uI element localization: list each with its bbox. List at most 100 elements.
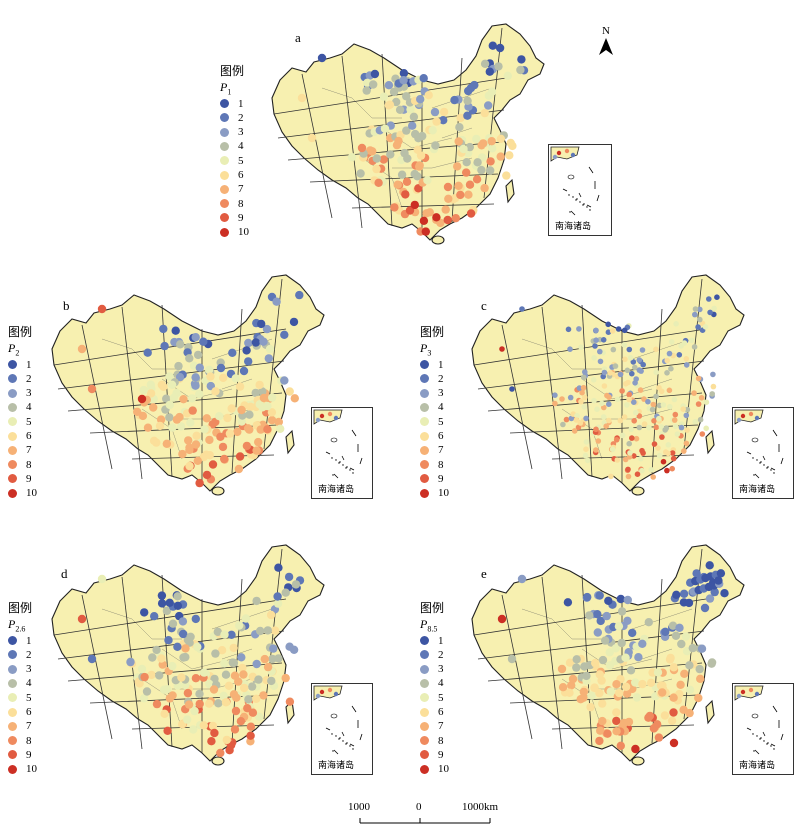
station-point (231, 706, 241, 716)
legend-title-a: 图例 (220, 64, 245, 78)
station-point (168, 691, 177, 700)
station-point (401, 190, 410, 199)
station-point (671, 396, 678, 403)
station-point (626, 440, 632, 447)
station-point (416, 95, 425, 104)
station-point (399, 76, 408, 85)
station-point (251, 338, 261, 347)
station-point (466, 209, 476, 218)
legend-value-label: 3 (438, 387, 444, 400)
legend-row: 3 (420, 386, 449, 400)
inset-map-c: 南海诸岛 (732, 407, 794, 499)
station-point (567, 394, 574, 401)
station-point (202, 470, 212, 480)
legend-value-label: 7 (26, 444, 32, 457)
inset-islands-b (313, 409, 363, 479)
station-point (472, 175, 482, 184)
station-point (509, 386, 515, 392)
station-point (259, 393, 269, 403)
station-point (710, 587, 719, 597)
legend-row: 6 (8, 705, 37, 719)
graticule-line (67, 392, 283, 412)
station-point (697, 306, 703, 313)
station-point (160, 709, 169, 718)
station-point (578, 344, 584, 350)
station-point (244, 357, 253, 366)
inset-reef-dot (756, 459, 758, 461)
station-point (472, 134, 481, 144)
inset-island-shape (751, 713, 759, 719)
station-point (695, 664, 704, 674)
station-point (631, 744, 640, 754)
station-point (146, 380, 155, 389)
station-point (207, 737, 216, 746)
station-point (636, 357, 643, 363)
graticule-line (351, 203, 495, 209)
station-point (176, 422, 186, 431)
station-point (505, 151, 514, 160)
station-point (157, 599, 167, 608)
legend-value-label: 10 (438, 763, 449, 776)
station-point (612, 716, 621, 726)
station-point (612, 708, 621, 717)
inset-boundary-dash (754, 473, 760, 479)
inset-map-b: 南海诸岛 (311, 407, 373, 499)
legend-swatch (8, 360, 17, 370)
legend-swatch (8, 693, 17, 703)
inset-islands-d (313, 685, 363, 755)
legend-value-label: 8 (438, 734, 444, 747)
station-point (266, 610, 276, 620)
inset-boundary-dash (780, 733, 784, 741)
legend-row: 4 (8, 400, 37, 414)
legend-value-label: 7 (438, 444, 444, 457)
legend-value-label: 9 (26, 472, 32, 485)
station-point (633, 409, 639, 416)
station-point (190, 706, 199, 716)
legend-row: 10 (8, 486, 37, 500)
station-point (609, 328, 616, 334)
station-point (665, 450, 671, 457)
station-point (609, 446, 616, 453)
inset-reef-dot (338, 738, 340, 740)
station-point (671, 631, 681, 640)
station-point (263, 401, 272, 411)
station-point (626, 346, 633, 353)
station-point (691, 390, 697, 396)
station-point (386, 150, 395, 159)
legend-row: 2 (8, 372, 37, 386)
station-point (591, 397, 597, 404)
station-point (692, 311, 698, 318)
station-point (208, 460, 218, 469)
station-point (263, 662, 273, 672)
station-point (581, 394, 588, 401)
legend-var-d: P2.6 (8, 617, 26, 634)
station-point (632, 693, 642, 702)
station-point (567, 681, 576, 690)
station-point (191, 614, 200, 624)
legend-value-label: 10 (26, 487, 37, 500)
inset-mainland-coast (550, 146, 580, 162)
station-point (156, 415, 166, 424)
inset-boundary-dash (325, 727, 331, 731)
station-point (601, 383, 608, 389)
station-point (189, 725, 198, 734)
station-point (571, 428, 578, 434)
station-point (582, 671, 591, 681)
station-point (454, 137, 463, 146)
station-point (628, 628, 637, 638)
station-point (456, 113, 465, 123)
station-point (402, 126, 411, 135)
station-point (285, 697, 295, 706)
legend-swatch (420, 707, 429, 717)
station-point (157, 654, 166, 663)
station-point (710, 371, 716, 378)
legend-rows-d: 1 2 3 4 5 6 7 8 9 10 (8, 633, 37, 776)
inset-station-point (315, 417, 321, 423)
station-point (139, 385, 148, 395)
inset-reef-dot (579, 201, 581, 203)
inset-islands-c (734, 409, 784, 479)
station-point (706, 296, 712, 302)
station-point (202, 414, 211, 423)
inset-reef-dot (349, 745, 351, 747)
station-point (568, 674, 578, 684)
